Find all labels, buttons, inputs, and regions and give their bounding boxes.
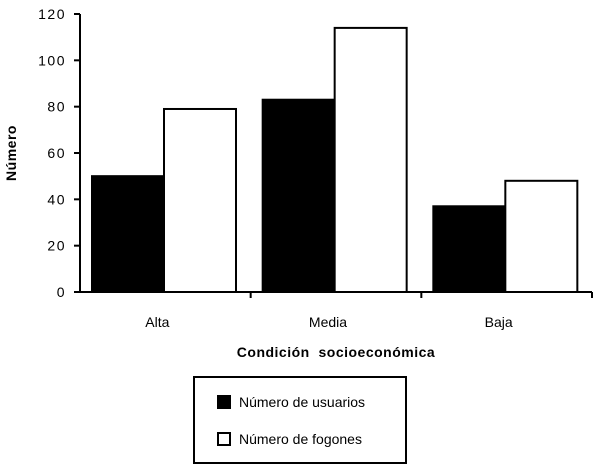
y-tick-label: 60 — [47, 145, 66, 161]
y-tick-label: 80 — [47, 99, 66, 115]
y-axis-title: Número — [3, 125, 19, 181]
x-axis-title: Condición socioeconómica — [237, 344, 435, 360]
legend-label-usuarios: Número de usuarios — [239, 394, 366, 410]
legend-label-fogones: Número de fogones — [239, 431, 362, 447]
x-tick-label: Alta — [145, 314, 169, 330]
legend-item-usuarios: Número de usuarios — [217, 394, 365, 410]
legend-swatch-fogones — [217, 432, 231, 446]
bar-usuarios-alta — [91, 175, 165, 294]
bar-fogones-baja — [504, 179, 579, 293]
tick-labels: 0 20 40 60 80 100 120 Alta Media Baja — [38, 6, 513, 330]
legend-item-fogones: Número de fogones — [217, 431, 362, 447]
x-tick-label: Baja — [485, 314, 513, 330]
bars — [91, 26, 579, 294]
legend-swatch-usuarios — [217, 395, 231, 409]
y-tick-label: 40 — [47, 191, 66, 207]
legend: Número de usuarios Número de fogones — [193, 376, 407, 464]
bar-fogones-media — [333, 26, 408, 294]
bar-chart: 0 20 40 60 80 100 120 Alta Media Baja Número Cond… — [3, 6, 593, 360]
y-tick-label: 20 — [47, 238, 66, 254]
y-tick-label: 100 — [38, 52, 66, 68]
x-tick-label: Media — [309, 314, 347, 330]
bar-usuarios-media — [261, 98, 336, 294]
bar-fogones-alta — [163, 107, 237, 293]
y-tick-label: 0 — [57, 284, 66, 300]
y-tick-label: 120 — [38, 6, 66, 22]
bar-usuarios-baja — [432, 205, 507, 294]
